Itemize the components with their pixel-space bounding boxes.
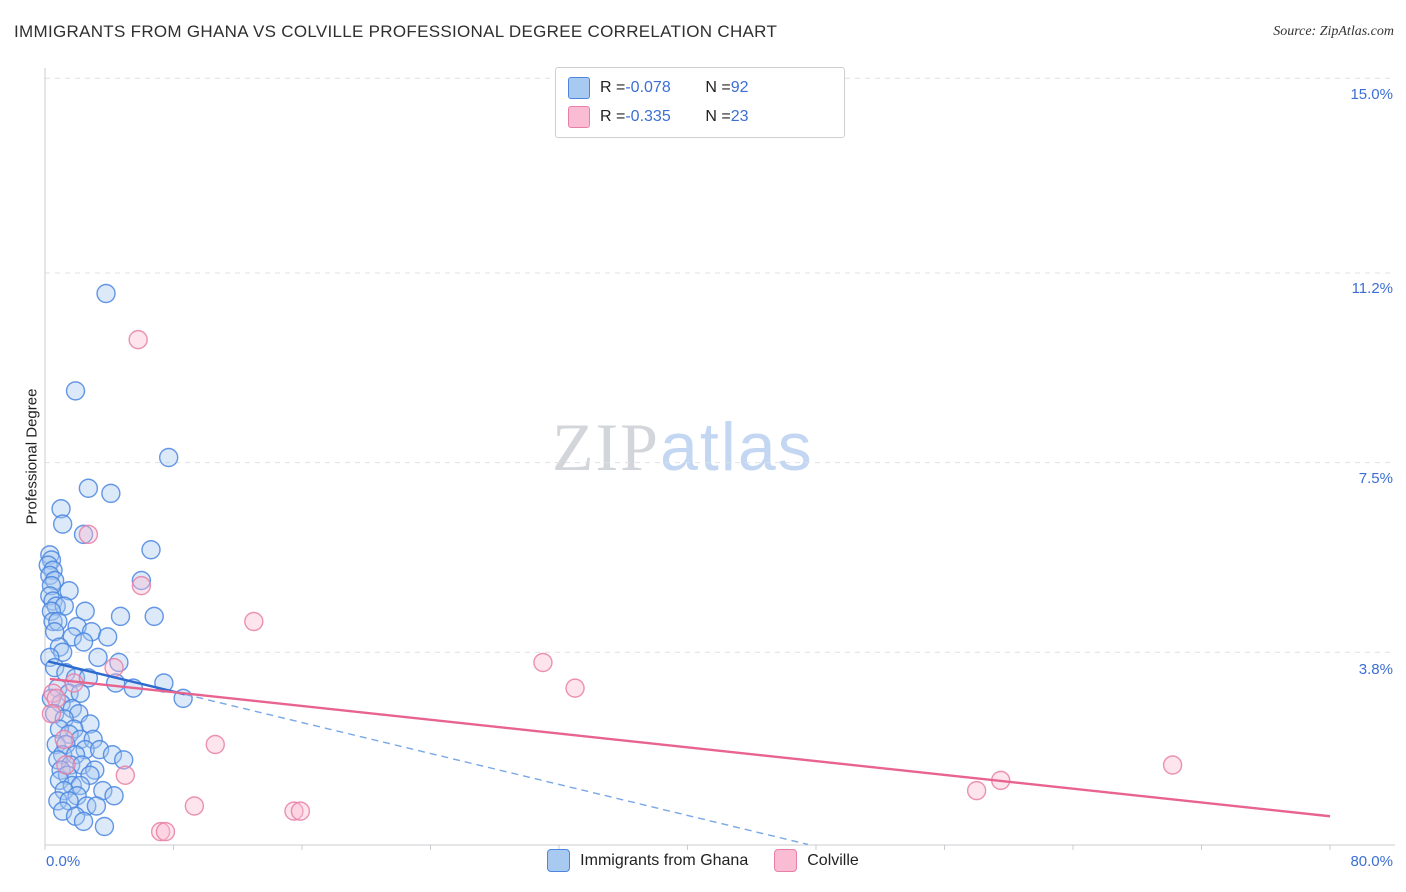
series-legend: Immigrants from Ghana Colville bbox=[0, 849, 1406, 872]
legend-row-colville: R = -0.335 N = 23 bbox=[568, 106, 832, 128]
ghana-swatch-icon bbox=[547, 849, 571, 872]
y-axis-label: Professional Degree bbox=[23, 388, 41, 525]
r-value-colville: -0.335 bbox=[625, 108, 671, 125]
n-label: N = bbox=[705, 79, 731, 96]
legend-row-ghana: R = -0.078 N = 92 bbox=[568, 77, 832, 99]
source-note: Source: ZipAtlas.com bbox=[1273, 24, 1394, 39]
legend-item-label: Immigrants from Ghana bbox=[580, 851, 749, 869]
r-label: R = bbox=[600, 108, 626, 125]
r-label: R = bbox=[600, 79, 626, 96]
x-axis-min-label: 0.0% bbox=[46, 853, 81, 870]
legend-item-ghana: Immigrants from Ghana bbox=[547, 849, 748, 872]
y-tick-label-7: 7.5% bbox=[1358, 470, 1393, 487]
r-value-ghana: -0.078 bbox=[625, 79, 671, 96]
legend-item-label: Colville bbox=[807, 851, 859, 869]
page-title: IMMIGRANTS FROM GHANA VS COLVILLE PROFES… bbox=[14, 22, 778, 41]
n-value-colville: 23 bbox=[730, 108, 749, 125]
colville-swatch-icon bbox=[774, 849, 798, 872]
watermark-zip: ZIP bbox=[552, 409, 660, 485]
zipatlas-watermark: ZIPatlas bbox=[552, 408, 814, 487]
colville-legend-swatch-icon bbox=[568, 106, 590, 128]
y-tick-label-3: 3.8% bbox=[1358, 661, 1393, 678]
y-tick-label-11: 11.2% bbox=[1351, 280, 1393, 297]
watermark-atlas: atlas bbox=[660, 409, 814, 485]
x-axis-max-label: 80.0% bbox=[1350, 853, 1393, 870]
n-value-ghana: 92 bbox=[730, 79, 749, 96]
correlation-legend: R = -0.078 N = 92 R = -0.335 N = 23 bbox=[555, 67, 845, 138]
y-tick-label-15: 15.0% bbox=[1350, 86, 1393, 103]
legend-item-colville: Colville bbox=[774, 849, 859, 872]
n-label: N = bbox=[705, 108, 731, 125]
ghana-legend-swatch-icon bbox=[568, 77, 590, 99]
